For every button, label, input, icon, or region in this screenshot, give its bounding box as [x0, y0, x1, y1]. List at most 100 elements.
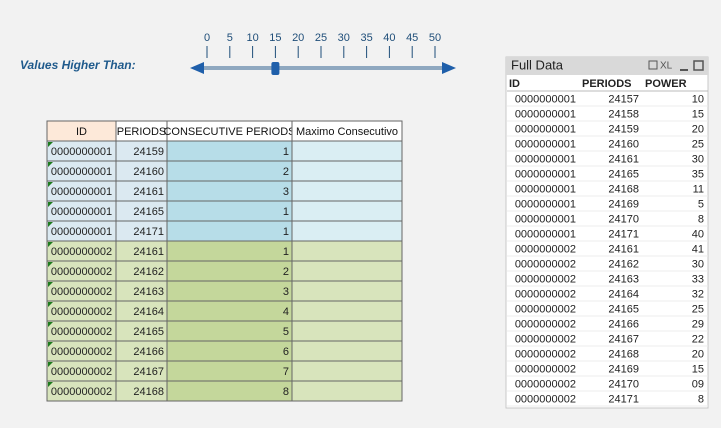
right-cell: 30 [692, 258, 704, 270]
right-cell: 15 [692, 363, 704, 375]
right-cell: 0000000002 [515, 333, 576, 345]
right-header: POWER [645, 78, 687, 90]
right-cell: 20 [692, 348, 704, 360]
cell-marker [48, 182, 53, 187]
right-cell: 24169 [608, 198, 639, 210]
right-cell: 24171 [608, 393, 639, 405]
right-cell: 24158 [608, 108, 639, 120]
right-cell: 25 [692, 138, 704, 150]
right-cell: 24160 [608, 138, 639, 150]
maximize-icon[interactable] [693, 60, 704, 71]
cell-marker [48, 342, 53, 347]
cell [166, 300, 293, 322]
cell-marker [48, 262, 53, 267]
right-cell: 25 [692, 303, 704, 315]
cell-text: 24171 [133, 226, 164, 238]
cell-marker [48, 322, 53, 327]
right-cell: 5 [698, 198, 704, 210]
cell [166, 320, 293, 342]
right-cell: 0000000002 [515, 363, 576, 375]
cell [291, 220, 403, 242]
right-cell: 0000000001 [515, 228, 576, 240]
print-icon[interactable] [648, 60, 658, 70]
slider-tick-label: 25 [315, 32, 327, 44]
cell [166, 340, 293, 362]
right-cell: 0000000001 [515, 93, 576, 105]
right-cell: 0000000002 [515, 273, 576, 285]
cell-text: 0000000002 [51, 366, 112, 378]
cell-text: 2 [283, 166, 289, 178]
cell-text: 24166 [133, 346, 164, 358]
right-header: ID [509, 78, 520, 90]
right-cell: 24168 [608, 348, 639, 360]
excel-icon[interactable]: XL [660, 61, 673, 72]
cell-text: 1 [283, 226, 289, 238]
right-cell: 09 [692, 378, 704, 390]
cell [166, 280, 293, 302]
slider-left-arrow[interactable] [190, 62, 204, 74]
cell-text: 24160 [133, 166, 164, 178]
right-cell: 0000000002 [515, 348, 576, 360]
cell [291, 160, 403, 182]
slider-label: Values Higher Than: [20, 58, 136, 72]
cell [166, 180, 293, 202]
right-cell: 35 [692, 168, 704, 180]
cell-text: 0000000001 [51, 166, 112, 178]
right-cell: 0000000001 [515, 198, 576, 210]
cell-text: 0000000001 [51, 206, 112, 218]
cell [291, 300, 403, 322]
cell [166, 220, 293, 242]
cell [291, 180, 403, 202]
cell-text: 0000000002 [51, 386, 112, 398]
right-cell: 24170 [608, 378, 639, 390]
cell-text: 24165 [133, 326, 164, 338]
cell-text: 0000000001 [51, 146, 112, 158]
slider-tick-label: 0 [204, 32, 210, 44]
cell [291, 200, 403, 222]
cell-text: 0000000001 [51, 226, 112, 238]
slider-tick-label: 30 [338, 32, 350, 44]
cell [166, 260, 293, 282]
right-cell: 0000000001 [515, 168, 576, 180]
slider-tick-label: 50 [429, 32, 441, 44]
cell-text: 4 [283, 306, 289, 318]
cell-text: 24159 [133, 146, 164, 158]
header-text: CONSECUTIVE PERIODS [163, 126, 295, 138]
right-cell: 0000000001 [515, 123, 576, 135]
cell-text: 24161 [133, 186, 164, 198]
cell [291, 240, 403, 262]
cell-text: 2 [283, 266, 289, 278]
cell-text: 24163 [133, 286, 164, 298]
cell-text: 24165 [133, 206, 164, 218]
right-cell: 22 [692, 333, 704, 345]
cell-text: 8 [283, 386, 289, 398]
cell-marker [48, 282, 53, 287]
right-title: Full Data [511, 57, 564, 72]
right-cell: 0000000001 [515, 153, 576, 165]
right-cell: 29 [692, 318, 704, 330]
cell [291, 380, 403, 402]
header-text: Maximo Consecutivo [296, 126, 398, 138]
cell [166, 380, 293, 402]
right-cell: 0000000002 [515, 303, 576, 315]
right-cell: 24162 [608, 258, 639, 270]
cell-text: 0000000002 [51, 246, 112, 258]
cell [166, 240, 293, 262]
right-cell: 0000000002 [515, 243, 576, 255]
right-cell: 24164 [608, 288, 639, 300]
cell-marker [48, 302, 53, 307]
cell [291, 320, 403, 342]
right-cell: 32 [692, 288, 704, 300]
cell [291, 260, 403, 282]
cell-text: 0000000002 [51, 306, 112, 318]
cell [166, 360, 293, 382]
right-cell: 24159 [608, 123, 639, 135]
cell-text: 0000000002 [51, 346, 112, 358]
slider-right-arrow[interactable] [442, 62, 456, 74]
right-cell: 0000000002 [515, 318, 576, 330]
cell [291, 280, 403, 302]
slider-tick-label: 5 [227, 32, 233, 44]
cell-text: 1 [283, 146, 289, 158]
slider-thumb[interactable] [271, 62, 280, 75]
